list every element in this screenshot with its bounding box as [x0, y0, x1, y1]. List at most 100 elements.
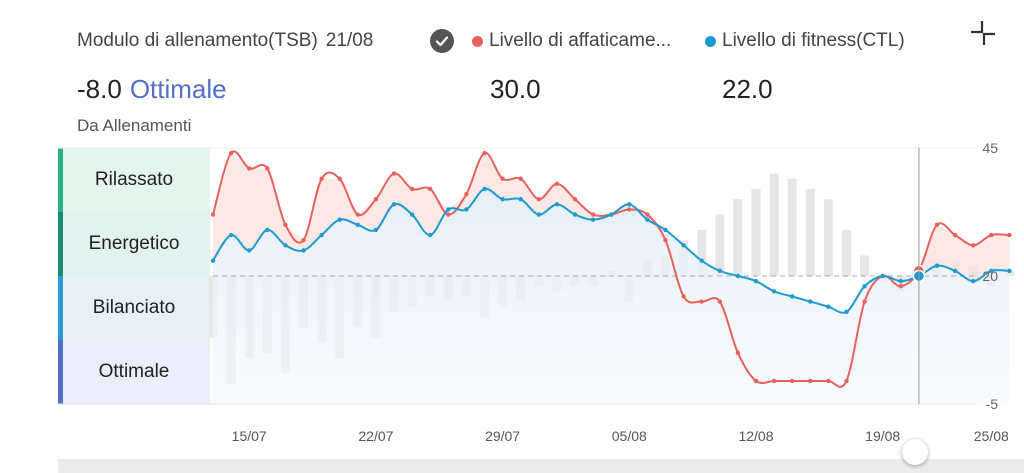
- y-tick-label: 45: [982, 140, 998, 156]
- fatigue-band: [629, 204, 648, 220]
- load-bar: [715, 214, 725, 276]
- fatigue-band: [556, 183, 575, 215]
- fitness-point: [735, 273, 741, 279]
- fatigue-point: [1007, 232, 1012, 238]
- load-bar: [461, 276, 471, 297]
- zone-label: Bilanciato: [92, 297, 176, 318]
- check-circle-icon[interactable]: [430, 29, 454, 53]
- load-bar: [280, 276, 290, 374]
- load-bar: [353, 276, 363, 328]
- chart-title: Modulo di allenamento(TSB) 21/08: [77, 30, 373, 52]
- fatigue-point: [790, 378, 795, 384]
- zone-ottimale: Ottimale: [58, 340, 210, 404]
- fitness-point: [898, 278, 903, 284]
- fatigue-band: [973, 235, 992, 282]
- load-bar: [986, 276, 996, 287]
- fatigue-point: [337, 176, 342, 181]
- tsb-value: -8.0: [77, 74, 122, 104]
- zone-label: Ottimale: [98, 361, 170, 382]
- fatigue-band: [520, 178, 539, 215]
- fatigue-band: [448, 194, 467, 210]
- fitness-point: [771, 289, 777, 294]
- collapse-icon[interactable]: [968, 18, 998, 48]
- fatigue-point: [464, 191, 469, 197]
- fitness-point: [464, 207, 469, 212]
- fitness-point: [1007, 268, 1012, 274]
- fatigue-point: [409, 186, 415, 192]
- load-bar: [842, 229, 851, 276]
- zone-color-bar: [58, 276, 63, 340]
- fitness-point: [645, 217, 650, 222]
- load-bar: [878, 276, 888, 282]
- fatigue-band: [412, 188, 431, 236]
- fatigue-band: [647, 214, 666, 230]
- fatigue-point: [627, 207, 632, 212]
- fatigue-point: [989, 232, 994, 238]
- fitness-point: [428, 232, 433, 238]
- fitness-point: [301, 248, 306, 253]
- fatigue-point: [898, 284, 903, 289]
- fatigue-point: [355, 212, 360, 217]
- fatigue-band: [249, 168, 268, 251]
- fatigue-band: [357, 199, 376, 230]
- fatigue-point: [862, 299, 867, 304]
- legend-fitness[interactable]: Livello di fitness(CTL): [705, 30, 905, 52]
- scroll-knob[interactable]: [902, 439, 928, 465]
- fitness-point: [826, 304, 831, 309]
- fatigue-point: [590, 212, 596, 217]
- load-bar: [371, 276, 381, 338]
- fatigue-point: [663, 237, 668, 243]
- fatigue-point: [934, 222, 940, 227]
- load-bar: [389, 276, 399, 312]
- fatigue-point: [428, 186, 433, 192]
- load-bar: [407, 276, 417, 307]
- fitness-point: [518, 197, 523, 202]
- fatigue-point: [971, 243, 976, 248]
- zone-label: Energetico: [88, 233, 180, 254]
- fitness-point: [971, 278, 976, 284]
- load-bar: [262, 276, 272, 353]
- fatigue-band: [466, 153, 485, 210]
- fatigue-band: [430, 188, 449, 236]
- fatigue-point: [228, 150, 234, 156]
- fitness-point: [753, 278, 759, 284]
- fatigue-point: [699, 299, 704, 304]
- y-tick-label: 20: [982, 268, 998, 284]
- title-text: Modulo di allenamento(TSB): [77, 30, 318, 51]
- fatigue-dot-icon: [472, 35, 483, 47]
- fitness-line: [212, 187, 1010, 314]
- selected-date: 21/08: [325, 30, 374, 51]
- zone-color-bar: [58, 340, 63, 404]
- legend-fatigue[interactable]: Livello di affaticame...: [472, 30, 671, 52]
- fitness-point: [391, 202, 397, 207]
- fatigue-band: [339, 178, 358, 225]
- source-subtitle: Da Allenamenti: [77, 116, 192, 135]
- fitness-point: [699, 258, 704, 263]
- fatigue-band: [394, 173, 413, 215]
- load-bar: [642, 260, 652, 276]
- tsb-status: Ottimale: [129, 74, 227, 104]
- fatigue-point: [373, 197, 379, 202]
- legend-fitness-label: Livello di fitness(CTL): [722, 30, 905, 51]
- x-tick-label: 12/08: [738, 428, 773, 444]
- fitness-point: [880, 273, 885, 279]
- zone-color-bar: [58, 212, 63, 276]
- tsb-readout: -8.0 Ottimale: [77, 74, 227, 105]
- chart-scrollbar[interactable]: [58, 459, 1024, 473]
- load-bar: [769, 173, 779, 276]
- load-bar: [534, 276, 544, 287]
- fitness-point: [934, 263, 940, 268]
- load-bar: [968, 265, 978, 276]
- fitness-point: [554, 202, 560, 207]
- fatigue-point: [844, 378, 849, 384]
- fatigue-point: [283, 222, 288, 227]
- load-bar: [552, 276, 562, 292]
- fatigue-point: [735, 350, 741, 355]
- load-bar: [932, 260, 942, 276]
- load-bar: [480, 276, 489, 317]
- fitness-point: [590, 217, 596, 222]
- fatigue-point: [265, 166, 270, 171]
- load-bar: [860, 255, 870, 276]
- fitness-point: [373, 227, 379, 233]
- fatigue-point: [500, 176, 505, 181]
